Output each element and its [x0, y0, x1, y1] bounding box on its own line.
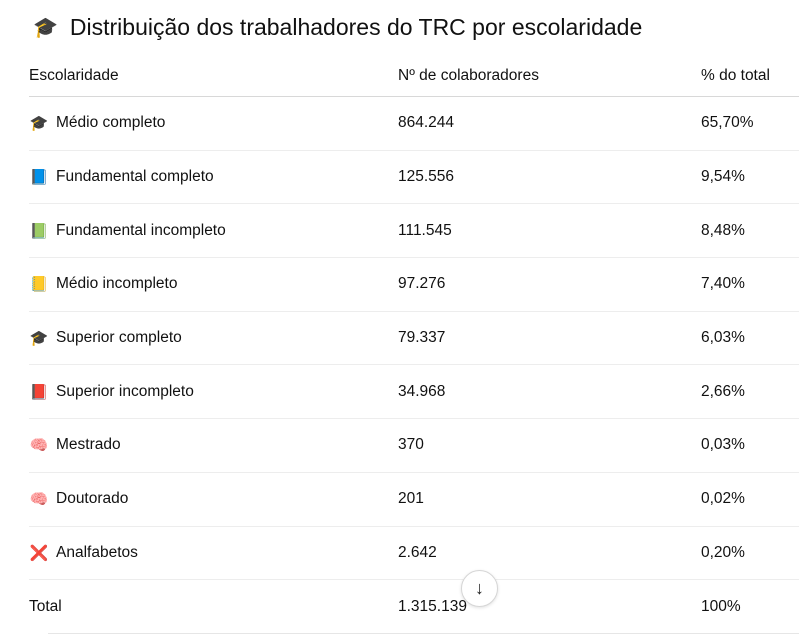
row-count: 201 [398, 490, 424, 508]
notebook-icon: 📒 [29, 276, 49, 294]
row-percent: 2,66% [701, 382, 745, 400]
page-title: 🎓 Distribuição dos trabalhadores do TRC … [33, 14, 642, 41]
row-percent: 65,70% [701, 114, 754, 132]
row-label-cell: 🎓 Superior completo [29, 329, 182, 347]
header-escolaridade: Escolaridade [29, 67, 119, 84]
row-count: 125.556 [398, 168, 455, 186]
row-label-cell: 📗 Fundamental incompleto [29, 222, 226, 240]
education-table: Escolaridade Nº de colaboradores % do to… [29, 56, 799, 633]
orange-book-icon: 📕 [29, 383, 49, 401]
row-label: Mestrado [56, 436, 121, 454]
table-row: 🧠 Mestrado 370 0,03% [29, 419, 799, 473]
table-row: ❌ Analfabetos 2.642 0,20% [29, 527, 799, 581]
brain-icon: 🧠 [29, 437, 49, 455]
row-label: Médio incompleto [56, 275, 178, 293]
arrow-down-icon: ↓ [475, 578, 484, 598]
row-percent: 9,54% [701, 168, 745, 186]
row-label: Superior incompleto [56, 382, 194, 400]
total-count: 1.315.139 [398, 597, 467, 615]
row-count: 111.545 [398, 221, 452, 239]
cross-mark-icon: ❌ [29, 544, 49, 562]
table-row: 🧠 Doutorado 201 0,02% [29, 473, 799, 527]
row-count: 79.337 [398, 329, 446, 347]
table-header: Escolaridade Nº de colaboradores % do to… [29, 56, 799, 97]
row-label: Médio completo [56, 114, 166, 132]
row-percent: 0,02% [701, 490, 745, 508]
total-percent: 100% [701, 597, 741, 615]
row-label: Superior completo [56, 329, 182, 347]
table-row-total: Total 1.315.139 100% [29, 580, 799, 633]
row-count: 97.276 [398, 275, 446, 293]
header-percent: % do total [701, 67, 770, 84]
page-title-text: Distribuição dos trabalhadores do TRC po… [69, 14, 643, 40]
row-label-cell: 🧠 Mestrado [29, 436, 121, 454]
divider [48, 633, 799, 634]
green-book-icon: 📗 [29, 222, 49, 240]
row-label-cell: ❌ Analfabetos [29, 544, 138, 562]
row-count: 864.244 [398, 114, 455, 132]
table-row: 📘 Fundamental completo 125.556 9,54% [29, 151, 799, 205]
blue-book-icon: 📘 [29, 169, 49, 187]
table-row: 📒 Médio incompleto 97.276 7,40% [29, 258, 799, 312]
row-percent: 7,40% [701, 275, 745, 293]
graduation-cap-icon: 🎓 [33, 17, 58, 39]
row-label-cell: 📕 Superior incompleto [29, 383, 194, 401]
scroll-down-button[interactable]: ↓ [461, 570, 498, 607]
row-percent: 6,03% [701, 329, 745, 347]
graduation-cap-icon: 🎓 [29, 330, 49, 348]
header-colaboradores: Nº de colaboradores [398, 67, 539, 84]
table-row: 🎓 Superior completo 79.337 6,03% [29, 312, 799, 366]
row-count: 370 [398, 436, 424, 454]
table-row: 📗 Fundamental incompleto 111.545 8,48% [29, 204, 799, 259]
row-percent: 0,20% [701, 543, 745, 561]
row-percent: 8,48% [701, 221, 745, 239]
row-label-cell: 🎓 Médio completo [29, 114, 166, 133]
table-row: 📕 Superior incompleto 34.968 2,66% [29, 365, 799, 420]
row-label: Doutorado [56, 490, 129, 508]
total-label: Total [29, 597, 62, 615]
row-label-cell: 🧠 Doutorado [29, 490, 129, 509]
row-count: 2.642 [398, 543, 437, 561]
row-label-cell: 📒 Médio incompleto [29, 275, 178, 294]
graduation-cap-icon: 🎓 [29, 115, 49, 133]
row-label: Fundamental incompleto [56, 221, 226, 239]
row-label-cell: 📘 Fundamental completo [29, 168, 214, 186]
brain-icon: 🧠 [29, 491, 49, 509]
row-count: 34.968 [398, 382, 446, 400]
row-label: Analfabetos [56, 543, 138, 561]
row-percent: 0,03% [701, 436, 745, 454]
table-row: 🎓 Médio completo 864.244 65,70% [29, 97, 799, 151]
row-label: Fundamental completo [56, 168, 214, 186]
